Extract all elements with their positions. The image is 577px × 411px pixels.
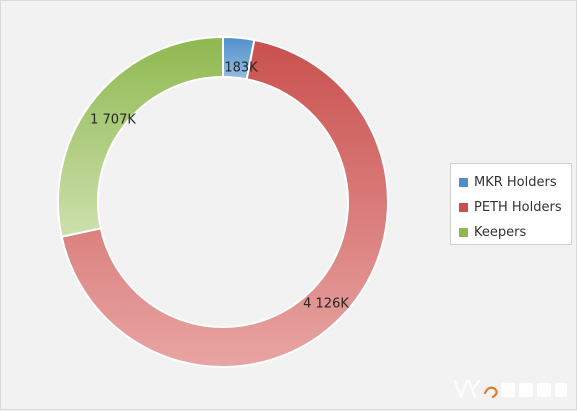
chart-legend: MKR Holders PETH Holders Keepers xyxy=(450,163,572,245)
legend-swatch xyxy=(459,228,468,237)
publisher-logo-icon xyxy=(453,379,567,399)
donut-slice-keepers xyxy=(57,35,224,238)
slices-layer xyxy=(57,35,389,368)
donut-slice-peth-holders xyxy=(60,38,389,368)
data-label-peth-holders: 4 126K xyxy=(303,297,349,312)
labels-layer: 183K 4 126K 1 707K xyxy=(90,61,349,312)
legend-item-keepers: Keepers xyxy=(459,220,571,245)
legend-label: Keepers xyxy=(474,225,527,240)
legend-item-mkr-holders: MKR Holders xyxy=(459,170,571,195)
legend-label: MKR Holders xyxy=(474,175,557,190)
legend-swatch xyxy=(459,178,468,187)
data-label-keepers: 1 707K xyxy=(90,113,136,128)
legend-label: PETH Holders xyxy=(474,200,562,215)
data-label-mkr-holders: 183K xyxy=(224,61,258,76)
legend-item-peth-holders: PETH Holders xyxy=(459,195,571,220)
legend-swatch xyxy=(459,203,468,212)
